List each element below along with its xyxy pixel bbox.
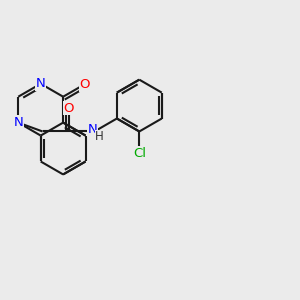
Text: O: O (79, 78, 90, 91)
Text: N: N (36, 77, 46, 90)
Text: N: N (88, 123, 98, 136)
Text: O: O (63, 102, 74, 115)
Text: H: H (95, 130, 104, 143)
Text: N: N (14, 116, 23, 129)
Text: Cl: Cl (133, 147, 146, 160)
